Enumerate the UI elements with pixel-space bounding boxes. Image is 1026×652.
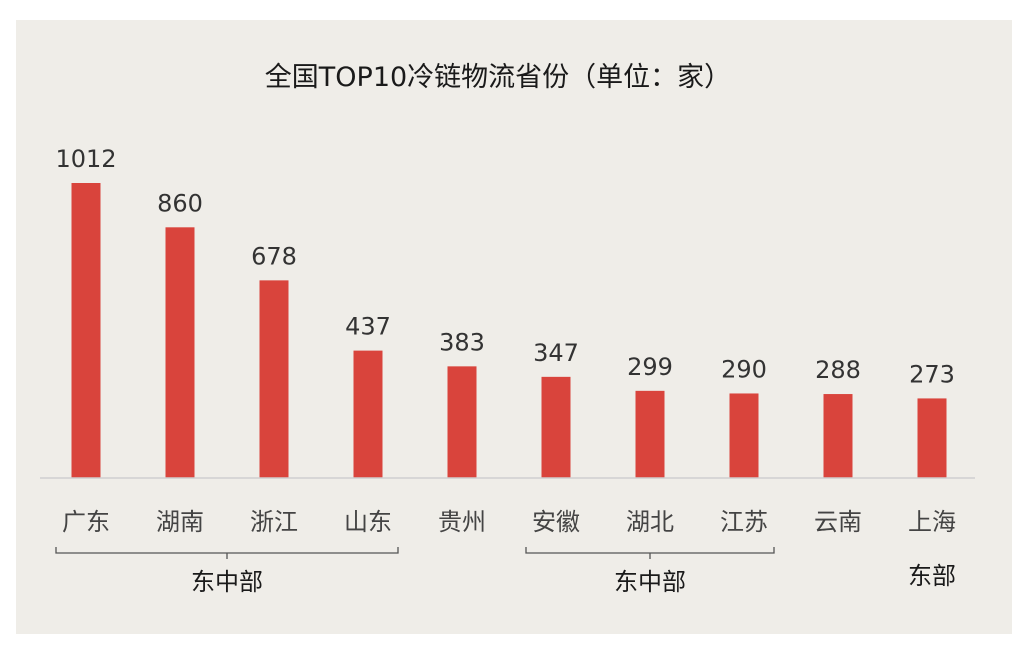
bar-9 [917, 398, 947, 478]
value-label-5: 347 [533, 339, 579, 367]
value-label-8: 288 [815, 356, 861, 384]
value-label-2: 678 [251, 242, 297, 270]
value-labels-layer: 1012 860 678 437 383 347 299 290 288 273 [55, 145, 954, 388]
group-bracket-0 [55, 547, 399, 559]
category-label-7: 江苏 [720, 508, 768, 536]
category-label-9: 上海 [908, 508, 956, 536]
category-label-1: 湖南 [156, 508, 204, 536]
category-label-3: 山东 [344, 508, 392, 536]
category-label-0: 广东 [62, 508, 110, 536]
bar-0 [71, 183, 101, 478]
chart-title: 全国TOP10冷链物流省份（单位：家） [265, 62, 731, 93]
bar-5 [541, 376, 571, 478]
bars-layer [71, 183, 947, 478]
bar-4 [447, 366, 477, 478]
value-label-0: 1012 [55, 145, 116, 173]
bar-6 [635, 390, 665, 478]
value-label-7: 290 [721, 355, 767, 383]
tick-labels-layer: 广东 湖南 浙江 山东 贵州 安徽 湖北 江苏 云南 上海 [62, 508, 956, 536]
bar-7 [729, 393, 759, 478]
group-label-1: 东中部 [614, 568, 686, 596]
group-label-0: 东中部 [191, 568, 263, 596]
value-label-3: 437 [345, 313, 391, 341]
category-label-6: 湖北 [626, 508, 674, 536]
value-label-1: 860 [157, 189, 203, 217]
category-label-2: 浙江 [250, 508, 298, 536]
bar-8 [823, 394, 853, 478]
value-label-6: 299 [627, 353, 673, 381]
bar-1 [165, 227, 195, 478]
bar-3 [353, 350, 383, 478]
group-annotations-layer: 东中部 东中部 东部 [55, 547, 956, 596]
bar-2 [259, 280, 289, 478]
category-label-8: 云南 [814, 508, 862, 536]
value-label-9: 273 [909, 360, 955, 388]
category-label-5: 安徽 [532, 508, 580, 536]
category-label-4: 贵州 [438, 508, 486, 536]
group-bracket-1 [525, 547, 775, 559]
group-label-2: 东部 [908, 562, 956, 590]
value-label-4: 383 [439, 328, 485, 356]
